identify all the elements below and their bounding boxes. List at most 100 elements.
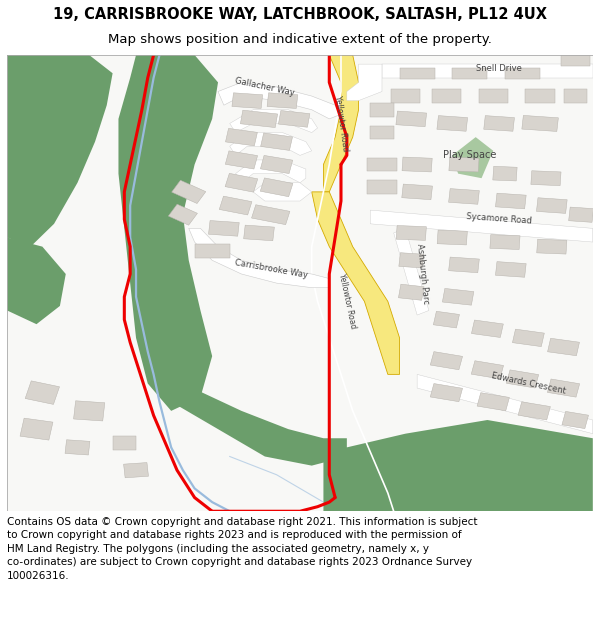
Polygon shape [230,132,312,156]
Polygon shape [169,204,197,225]
Text: Map shows position and indicative extent of the property.: Map shows position and indicative extent… [108,34,492,46]
Polygon shape [236,160,306,182]
Polygon shape [472,320,503,338]
Polygon shape [432,89,461,103]
Text: Yellowtor Road: Yellowtor Road [332,95,349,152]
Polygon shape [430,352,463,370]
Polygon shape [396,226,427,241]
Polygon shape [449,257,479,272]
Polygon shape [442,289,474,305]
Polygon shape [260,178,293,197]
Polygon shape [400,68,434,79]
Polygon shape [367,158,397,171]
Polygon shape [20,418,53,440]
Polygon shape [113,436,136,449]
Polygon shape [7,238,66,324]
Polygon shape [531,171,561,186]
Polygon shape [253,182,312,201]
Polygon shape [506,370,539,388]
Polygon shape [484,116,514,131]
Text: 19, CARRISBROOKE WAY, LATCHBROOK, SALTASH, PL12 4UX: 19, CARRISBROOKE WAY, LATCHBROOK, SALTAS… [53,7,547,22]
Polygon shape [548,338,580,356]
Polygon shape [496,262,526,278]
Polygon shape [522,116,559,131]
Polygon shape [537,239,567,254]
Polygon shape [225,151,257,169]
Text: Gallacher Way: Gallacher Way [234,76,296,98]
Polygon shape [218,82,341,119]
Polygon shape [232,93,263,108]
Polygon shape [209,221,239,236]
Polygon shape [479,89,508,103]
Polygon shape [323,55,359,192]
Polygon shape [118,55,218,411]
Polygon shape [505,68,540,79]
Polygon shape [471,361,503,379]
Text: Ashburgh Parc: Ashburgh Parc [415,243,431,305]
Text: Sycamore Road: Sycamore Road [466,213,532,226]
Polygon shape [226,128,257,146]
Polygon shape [402,157,432,172]
Polygon shape [396,111,427,127]
Polygon shape [65,440,90,455]
Polygon shape [536,198,567,213]
Polygon shape [367,181,397,194]
Polygon shape [526,89,555,103]
Polygon shape [417,374,593,434]
Text: Snell Drive: Snell Drive [476,64,522,73]
Polygon shape [312,192,400,374]
Polygon shape [402,184,433,199]
Polygon shape [124,462,148,478]
Polygon shape [267,93,298,108]
Polygon shape [398,284,424,300]
Polygon shape [547,379,580,397]
Polygon shape [370,103,394,117]
Polygon shape [370,126,394,139]
Polygon shape [490,234,520,249]
Text: Carrisbrooke Way: Carrisbrooke Way [233,259,308,280]
Polygon shape [437,116,467,131]
Polygon shape [194,244,230,258]
Polygon shape [394,228,429,315]
Polygon shape [569,207,593,222]
Polygon shape [512,329,544,347]
Polygon shape [241,110,278,128]
Polygon shape [278,111,310,128]
Polygon shape [496,193,526,209]
Polygon shape [430,384,463,402]
Polygon shape [7,55,113,247]
Polygon shape [74,401,105,421]
Polygon shape [433,311,460,328]
Polygon shape [437,230,467,245]
Polygon shape [25,381,59,404]
Polygon shape [244,225,274,241]
Polygon shape [219,196,252,215]
Polygon shape [323,420,593,511]
Polygon shape [251,205,290,224]
Polygon shape [518,402,550,420]
Text: Edwards Crescent: Edwards Crescent [490,371,566,396]
Polygon shape [562,411,589,429]
Text: Contains OS data © Crown copyright and database right 2021. This information is : Contains OS data © Crown copyright and d… [7,516,478,581]
Polygon shape [449,189,479,204]
Polygon shape [260,156,293,174]
Polygon shape [399,253,424,268]
Polygon shape [563,89,587,103]
Text: Yellowtor Road: Yellowtor Road [337,273,357,330]
Text: Play Space: Play Space [443,151,497,161]
Polygon shape [560,52,590,66]
Polygon shape [260,133,293,151]
Polygon shape [189,228,329,288]
Polygon shape [452,137,493,178]
Polygon shape [391,89,420,103]
Polygon shape [370,210,593,242]
Polygon shape [493,166,517,181]
Polygon shape [382,64,593,78]
Polygon shape [452,68,487,79]
Polygon shape [449,157,479,172]
Polygon shape [230,110,317,132]
Polygon shape [477,392,509,411]
Polygon shape [347,64,382,101]
Polygon shape [172,180,206,204]
Polygon shape [225,173,258,192]
